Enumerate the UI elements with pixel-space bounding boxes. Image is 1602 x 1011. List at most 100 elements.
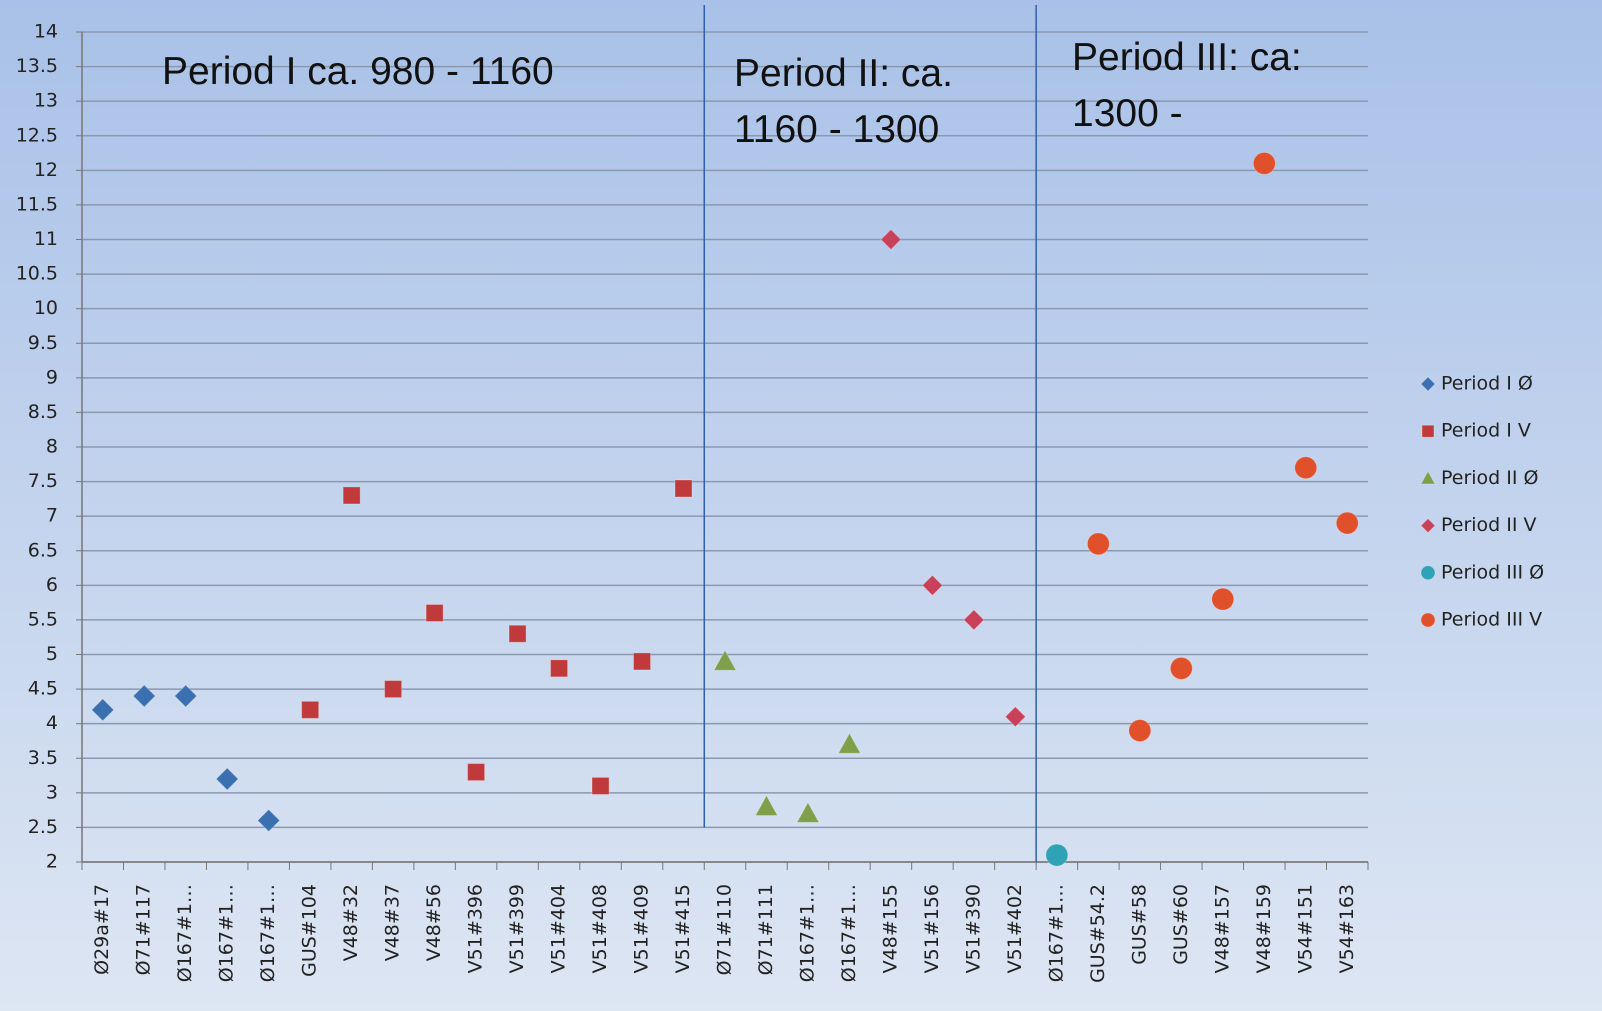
annotation-line: 1300 - [1072, 92, 1183, 135]
data-point [754, 794, 779, 816]
data-point [215, 767, 239, 791]
y-tick-label: 13.5 [16, 55, 58, 77]
data-point [1004, 706, 1027, 728]
data-point [963, 609, 985, 631]
y-tick-label: 8 [46, 436, 58, 458]
y-tick-label: 13 [34, 90, 58, 112]
y-tick-label: 11 [34, 228, 58, 250]
marker [1420, 470, 1436, 485]
legend-label: Period III Ø [1441, 561, 1544, 583]
marker [1420, 565, 1436, 581]
legend-entry: Period I V [1421, 420, 1531, 442]
x-tick-label: GUS#58 [1128, 884, 1150, 965]
data-point [591, 776, 610, 795]
x-tick-label: Ø71#110 [714, 884, 736, 975]
x-tick-label: V51#409 [631, 884, 653, 973]
y-tick-label: 6 [46, 574, 58, 596]
legend-entry: Period III Ø [1420, 561, 1544, 583]
y-tick-label: 2 [46, 851, 58, 873]
data-point [132, 684, 156, 708]
x-tick-label: V51#399 [506, 884, 528, 973]
x-tick-label: Ø167#1… [216, 884, 238, 982]
data-point [1252, 151, 1276, 175]
data-point [1128, 719, 1152, 743]
x-tick-label: V51#408 [589, 884, 611, 973]
x-tick-label: V51#415 [672, 884, 694, 973]
data-point [674, 479, 693, 498]
y-tick-label: 12.5 [16, 124, 58, 146]
data-point [1169, 656, 1193, 680]
y-tick-label: 3 [46, 781, 58, 803]
legend-label: Period I V [1441, 420, 1531, 442]
data-point [1294, 456, 1318, 480]
x-tick-label: V48#155 [879, 884, 901, 973]
x-tick-label: V48#37 [382, 884, 404, 961]
x-tick-label: Ø29a#17 [91, 884, 113, 975]
y-tick-label: 10.5 [16, 263, 58, 285]
x-tick-label: V48#157 [1211, 884, 1233, 973]
data-point [796, 801, 820, 823]
y-tick-label: 11.5 [16, 193, 58, 215]
data-point [384, 680, 403, 699]
x-tick-label: Ø167#1… [838, 884, 860, 982]
data-point [342, 486, 361, 505]
data-point [1335, 511, 1359, 535]
y-tick-label: 7 [46, 505, 58, 527]
y-tick-label: 10 [34, 297, 58, 319]
x-tick-label: GUS#104 [299, 884, 321, 977]
x-tick-label: V51#396 [465, 884, 487, 973]
x-tick-label: V51#404 [548, 884, 570, 973]
x-tick-label: V54#163 [1336, 884, 1358, 973]
x-tick-label: V48#56 [423, 884, 445, 961]
y-tick-label: 4.5 [28, 678, 58, 700]
legend-entry: Period II Ø [1420, 467, 1539, 489]
data-point [921, 574, 944, 597]
data-point [880, 228, 902, 251]
legend-label: Period II V [1441, 514, 1537, 536]
y-tick-label: 4 [46, 712, 58, 734]
y-tick-label: 5 [46, 643, 58, 665]
x-tick-label: V48#32 [340, 884, 362, 961]
marker [1421, 424, 1435, 438]
legend-label: Period I Ø [1441, 373, 1533, 395]
x-tick-label: V51#390 [962, 884, 984, 973]
y-tick-label: 14 [34, 21, 58, 43]
data-point [633, 652, 652, 671]
x-tick-label: Ø167#1… [174, 884, 196, 982]
annotation-line: Period III: ca: [1072, 36, 1302, 79]
marker [1420, 376, 1436, 392]
y-tick-label: 7.5 [28, 470, 58, 492]
data-point [91, 698, 115, 722]
x-tick-label: Ø167#1… [1045, 884, 1067, 982]
data-point [1045, 843, 1069, 867]
annotation: Period II: ca. 1160 - 1300 [734, 52, 953, 151]
data-point [301, 700, 320, 719]
legend-label: Period II Ø [1441, 467, 1539, 489]
y-tick-label: 9.5 [28, 332, 58, 354]
data-point [508, 624, 527, 643]
x-tick-label: V54#151 [1294, 884, 1316, 973]
data-point [1086, 532, 1110, 556]
data-point [467, 763, 486, 782]
legend-entry: Period II V [1420, 514, 1537, 536]
data-point [1211, 587, 1235, 611]
marker [1420, 517, 1436, 534]
data-point [425, 604, 444, 622]
x-tick-label: GUS#60 [1170, 884, 1192, 965]
data-point [256, 808, 281, 833]
x-tick-label: V51#402 [1004, 884, 1026, 973]
data-point [713, 649, 737, 671]
annotation: Period I ca. 980 - 1160 [162, 50, 554, 93]
annotation-line: 1160 - 1300 [734, 108, 939, 151]
y-tick-label: 8.5 [28, 401, 58, 423]
annotation-line: Period I ca. 980 - 1160 [162, 50, 554, 93]
legend-label: Period III V [1441, 609, 1542, 631]
y-tick-label: 5.5 [28, 608, 58, 630]
x-tick-label: Ø71#117 [133, 884, 155, 975]
y-tick-label: 2.5 [28, 816, 58, 838]
y-tick-label: 12 [34, 159, 58, 181]
x-tick-label: V51#156 [921, 884, 943, 973]
data-point [550, 659, 569, 678]
